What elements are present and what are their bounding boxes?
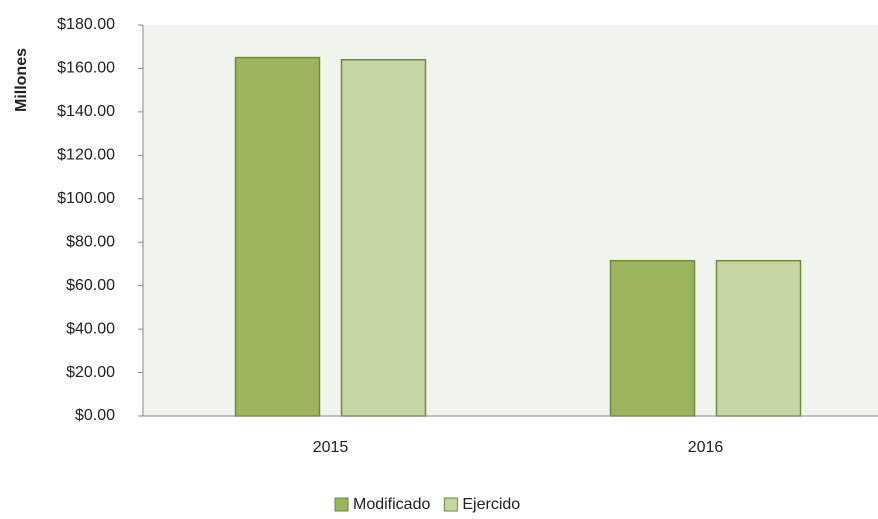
x-tick-label: 2015	[313, 439, 349, 456]
legend-label: Ejercido	[462, 496, 520, 513]
legend-label: Modificado	[353, 496, 430, 513]
y-tick-label: $0.00	[75, 407, 115, 424]
y-tick-label: $40.00	[66, 320, 115, 337]
x-tick-label: 2016	[688, 439, 724, 456]
bar	[609, 259, 696, 417]
y-tick-label: $180.00	[57, 16, 115, 33]
y-tick-label: $160.00	[57, 60, 115, 77]
legend-swatch	[443, 497, 458, 512]
y-tick-label: $80.00	[66, 233, 115, 250]
legend-swatch	[334, 497, 349, 512]
y-tick-label: $120.00	[57, 147, 115, 164]
bar	[234, 56, 321, 417]
y-tick-label: $60.00	[66, 277, 115, 294]
bar	[340, 59, 427, 417]
bar	[715, 259, 802, 417]
y-tick-label: $100.00	[57, 190, 115, 207]
y-tick-label: $20.00	[66, 364, 115, 381]
y-axis-label: Millones	[13, 48, 30, 112]
y-tick-label: $140.00	[57, 103, 115, 120]
